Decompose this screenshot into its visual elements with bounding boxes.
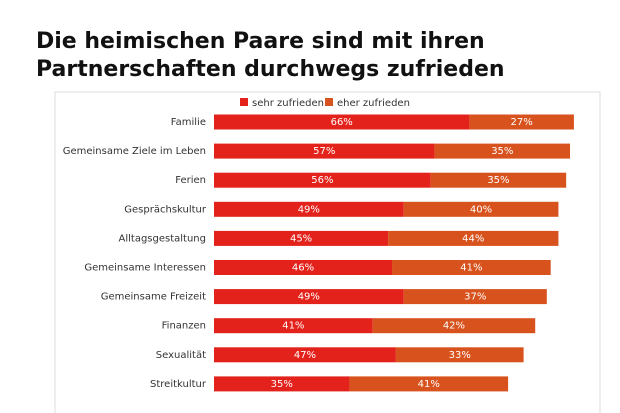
category-label: Gemeinsame Freizeit [101,292,206,303]
value-label: 44% [462,233,484,244]
value-label: 37% [464,292,486,303]
value-label: 41% [282,321,304,332]
bar-segment [214,230,389,246]
value-label: 42% [443,321,465,332]
bar-segment [214,172,431,188]
bar-segment [469,114,574,130]
bar-segment [214,318,373,334]
value-label: 47% [294,350,316,361]
bar-segment [434,143,571,159]
bar-segment [349,376,509,392]
value-label: 35% [271,379,293,390]
value-label: 57% [313,146,335,157]
value-label: 49% [298,292,320,303]
bar-segment [372,318,536,334]
value-label: 40% [470,204,492,215]
category-label: Sexualität [156,350,206,361]
value-label: 35% [487,175,509,186]
bar-segment [214,201,404,217]
chart-frame [54,91,601,413]
value-label: 41% [460,263,482,274]
category-label: Alltagsgestaltung [119,233,207,244]
value-label: 33% [449,350,471,361]
legend-label: sehr zufrieden [252,98,324,109]
bar-segment [403,289,547,305]
value-label: 46% [292,263,314,274]
bar-segment [395,347,524,363]
bar-segment [214,114,470,130]
category-label: Familie [171,117,206,128]
bar-segment [403,201,559,217]
value-label: 66% [331,117,353,128]
category-label: Finanzen [162,321,206,332]
value-label: 45% [290,233,312,244]
value-label: 27% [511,117,533,128]
value-label: 35% [491,146,513,157]
category-label: Gemeinsame Interessen [84,263,206,274]
value-label: 56% [311,175,333,186]
value-label: 49% [298,204,320,215]
bar-segment [214,347,396,363]
bar-segment [214,289,404,305]
legend-swatch [240,98,248,106]
bar-segment [214,260,393,275]
bar-segment [392,260,551,275]
bar-segment [214,143,435,159]
category-label: Gesprächskultur [124,204,207,215]
bar-segment [430,172,567,188]
legend-swatch [325,98,333,106]
bar-segment [214,376,350,392]
legend-label: eher zufrieden [337,98,410,109]
category-label: Ferien [175,175,206,186]
bar-segment [388,230,559,246]
chart-title: Die heimischen Paare sind mit ihren Part… [36,29,505,82]
category-label: Gemeinsame Ziele im Leben [63,146,206,157]
category-label: Streitkultur [150,379,207,390]
value-label: 41% [418,379,440,390]
